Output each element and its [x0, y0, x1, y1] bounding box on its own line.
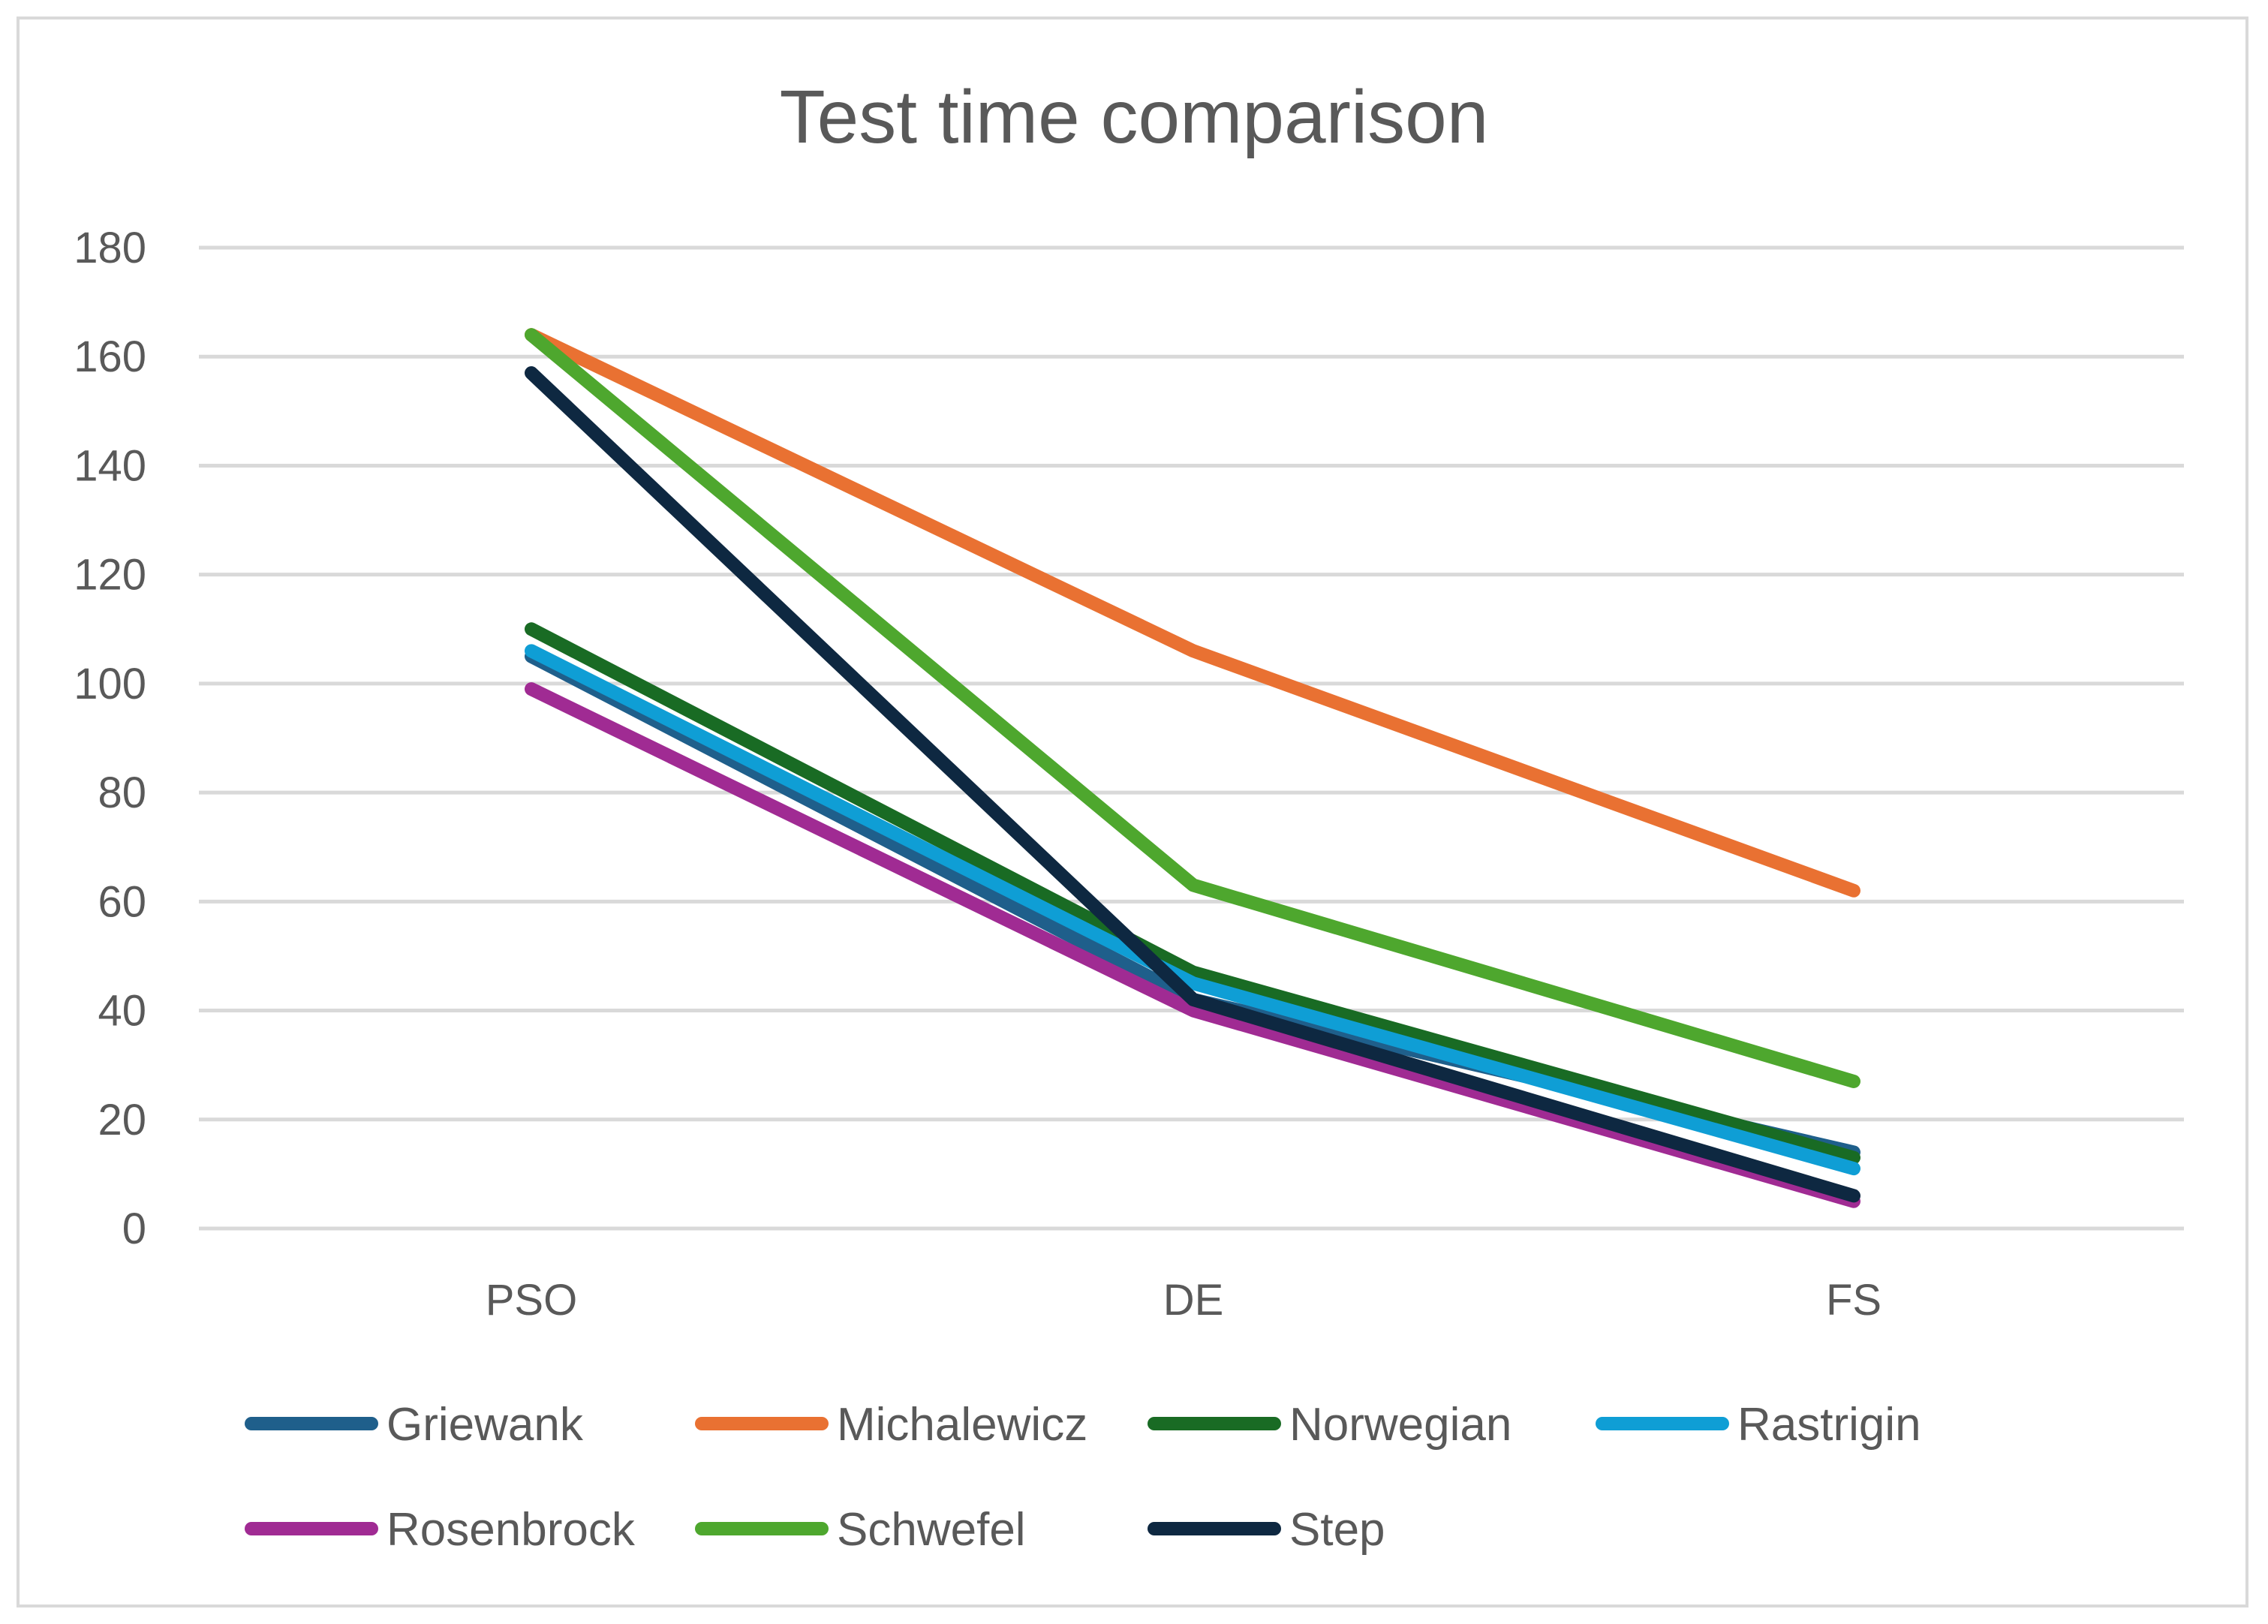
legend-label: Schwefel [837, 1504, 1026, 1556]
legend-item-griewank: Griewank [245, 1399, 584, 1451]
chart-title: Test time comparison [780, 75, 1489, 159]
legend-item-rosenbrock: Rosenbrock [245, 1504, 636, 1556]
legend-label: Step [1289, 1504, 1385, 1556]
chart-area [17, 17, 2248, 1607]
y-tick-label: 60 [98, 877, 146, 926]
legend-label: Griewank [387, 1399, 584, 1451]
y-axis-ticks: 0 20 40 60 80 100 120 140 160 180 [74, 224, 146, 1253]
x-tick-label: DE [1163, 1276, 1224, 1325]
y-tick-label: 0 [122, 1204, 146, 1253]
legend-label: Norwegian [1289, 1399, 1511, 1451]
legend-item-michalewicz: Michalewicz [695, 1399, 1087, 1451]
legend-item-schwefel: Schwefel [695, 1504, 1026, 1556]
x-tick-label: PSO [486, 1276, 578, 1325]
legend-label: Michalewicz [837, 1399, 1087, 1451]
legend-item-rastrigin: Rastrigin [1596, 1399, 1921, 1451]
y-tick-label: 180 [74, 224, 146, 272]
legend-item-norwegian: Norwegian [1148, 1399, 1511, 1451]
series-line-michalewicz [525, 328, 1860, 898]
series-line-rosenbrock [525, 682, 1860, 1208]
y-tick-label: 140 [74, 441, 146, 490]
y-tick-label: 40 [98, 987, 146, 1036]
series-lines [525, 328, 1860, 1208]
legend-label: Rastrigin [1737, 1399, 1921, 1451]
legend-label: Rosenbrock [387, 1504, 636, 1556]
y-tick-label: 20 [98, 1096, 146, 1144]
y-tick-label: 100 [74, 660, 146, 708]
x-tick-label: FS [1826, 1276, 1881, 1325]
series-line-schwefel [525, 328, 1860, 1088]
y-tick-label: 160 [74, 332, 146, 381]
legend-item-step: Step [1148, 1504, 1385, 1556]
y-tick-label: 80 [98, 768, 146, 817]
series-line-rastrigin [525, 644, 1860, 1176]
legend: Griewank Michalewicz Norwegian Rastrigin Ros… [245, 1399, 1921, 1556]
series-line-norwegian [525, 622, 1860, 1165]
series-line-step [525, 366, 1860, 1203]
gridlines [199, 245, 2184, 1231]
x-axis-ticks: PSO DE FS [486, 1276, 1881, 1325]
y-tick-label: 120 [74, 551, 146, 600]
